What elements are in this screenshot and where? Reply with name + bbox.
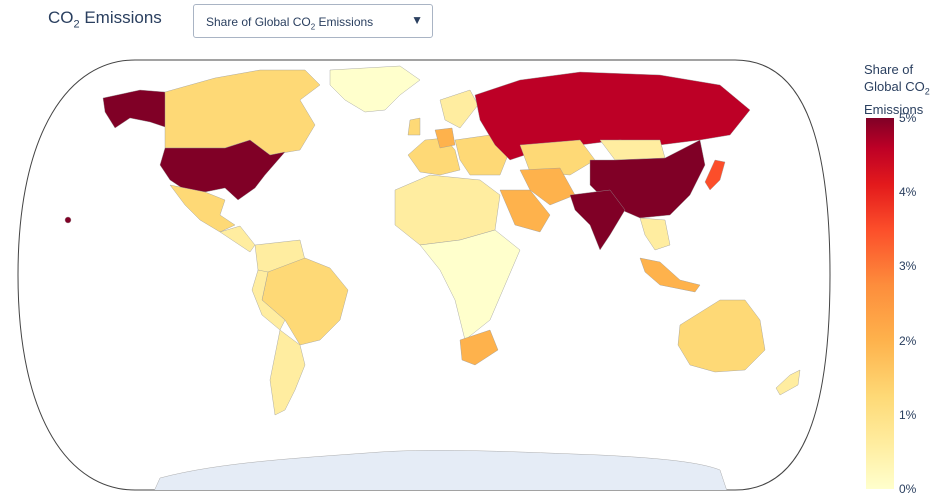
country-alaska[interactable] (102, 89, 169, 129)
country-russia[interactable] (474, 71, 751, 161)
country-usa[interactable] (159, 139, 286, 201)
country-india[interactable] (569, 189, 626, 251)
country-southeast-asia[interactable] (639, 217, 671, 251)
country-peru-bolivia[interactable] (251, 269, 286, 331)
country-australia[interactable] (677, 299, 766, 373)
colorbar-tick-label: 3% (899, 259, 917, 274)
colorbar-tick-label: 2% (899, 333, 917, 348)
country-scandinavia[interactable] (439, 89, 479, 129)
country-western-europe[interactable] (407, 137, 461, 176)
colorbar-tick-label: 5% (899, 111, 917, 125)
country-indonesia[interactable] (639, 257, 701, 293)
country-saudi-arabia[interactable] (499, 189, 551, 233)
colorbar-title: Share of Global CO2 Emissions (864, 62, 930, 117)
country-greenland[interactable] (329, 65, 421, 113)
country-central-america[interactable] (219, 225, 256, 253)
country-new-zealand[interactable] (775, 369, 801, 396)
country-south-africa[interactable] (459, 329, 499, 366)
country-uk[interactable] (407, 117, 421, 136)
country-germany[interactable] (434, 127, 456, 149)
country-antarctica[interactable] (149, 450, 731, 500)
colorbar-gradient (866, 118, 894, 489)
country-hawaii[interactable] (64, 216, 72, 224)
country-iran[interactable] (519, 167, 576, 206)
country-mexico[interactable] (169, 184, 236, 233)
country-argentina[interactable] (269, 329, 306, 416)
country-central-africa[interactable] (419, 229, 521, 341)
metric-dropdown[interactable]: Share of Global CO2 Emissions ▼ (193, 4, 433, 38)
triangle-down-icon: ▼ (411, 13, 423, 27)
colorbar-tick-label: 4% (899, 185, 917, 200)
colorbar-tick-label: 1% (899, 407, 917, 422)
metric-dropdown-value: Share of Global CO2 Emissions (206, 15, 374, 32)
country-central-asia[interactable] (519, 139, 596, 176)
page-title: CO2 Emissions (48, 8, 162, 31)
colorbar-tick-label: 0% (899, 482, 917, 496)
country-japan[interactable] (704, 159, 726, 191)
